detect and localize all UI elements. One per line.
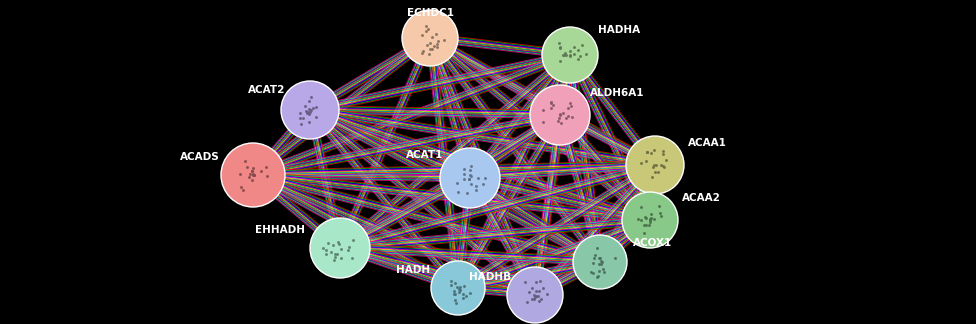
Text: HADH: HADH [396, 265, 430, 275]
Circle shape [232, 154, 274, 196]
Text: HADHB: HADHB [468, 272, 511, 282]
Circle shape [542, 27, 598, 83]
Circle shape [281, 81, 339, 139]
Text: ECHDC1: ECHDC1 [406, 8, 454, 18]
Circle shape [573, 235, 627, 289]
Circle shape [320, 228, 359, 268]
Circle shape [626, 136, 684, 194]
Circle shape [583, 244, 618, 280]
Circle shape [551, 37, 589, 73]
Text: ACAT2: ACAT2 [248, 85, 285, 95]
Text: ACOX1: ACOX1 [633, 238, 672, 248]
Circle shape [440, 271, 475, 306]
Circle shape [631, 202, 669, 238]
Text: HADHA: HADHA [598, 25, 640, 35]
Circle shape [507, 267, 563, 323]
Circle shape [530, 85, 590, 145]
Text: ACAT1: ACAT1 [406, 150, 443, 160]
Circle shape [541, 96, 580, 134]
Text: ACADS: ACADS [181, 152, 220, 162]
Text: ACAA1: ACAA1 [688, 138, 727, 148]
Circle shape [440, 148, 500, 208]
Circle shape [517, 277, 553, 313]
Circle shape [636, 146, 673, 184]
Circle shape [402, 10, 458, 66]
Text: EHHADH: EHHADH [255, 225, 305, 235]
Circle shape [412, 20, 448, 56]
Circle shape [451, 158, 490, 198]
Text: ALDH6A1: ALDH6A1 [590, 88, 644, 98]
Text: ACAA2: ACAA2 [682, 193, 721, 203]
Circle shape [431, 261, 485, 315]
Circle shape [221, 143, 285, 207]
Circle shape [622, 192, 678, 248]
Circle shape [310, 218, 370, 278]
Circle shape [291, 91, 329, 129]
